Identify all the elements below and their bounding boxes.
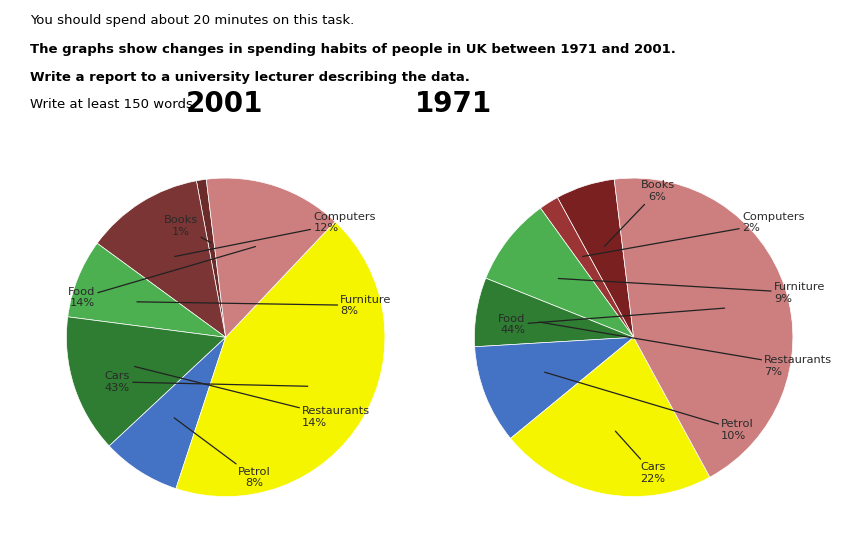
Text: Cars
43%: Cars 43%	[105, 371, 308, 393]
Text: Petrol
10%: Petrol 10%	[544, 372, 754, 441]
Wedge shape	[207, 178, 335, 337]
Wedge shape	[68, 243, 226, 337]
Text: 2001: 2001	[186, 90, 263, 118]
Text: Books
6%: Books 6%	[604, 180, 674, 246]
Text: 1971: 1971	[415, 90, 492, 118]
Wedge shape	[541, 197, 634, 337]
Wedge shape	[475, 278, 634, 347]
Text: Restaurants
7%: Restaurants 7%	[539, 322, 832, 377]
Wedge shape	[615, 178, 792, 477]
Text: Computers
2%: Computers 2%	[582, 212, 805, 257]
Wedge shape	[196, 179, 226, 337]
Text: You should spend about 20 minutes on this task.: You should spend about 20 minutes on thi…	[30, 14, 355, 27]
Wedge shape	[176, 222, 385, 497]
Text: Food
14%: Food 14%	[68, 247, 255, 309]
Wedge shape	[486, 208, 634, 337]
Text: Write at least 150 words: Write at least 150 words	[30, 98, 194, 112]
Text: Food
44%: Food 44%	[498, 308, 725, 335]
Wedge shape	[510, 337, 710, 497]
Wedge shape	[109, 337, 226, 489]
Text: Furniture
9%: Furniture 9%	[558, 279, 825, 304]
Wedge shape	[67, 317, 226, 446]
Text: Computers
12%: Computers 12%	[174, 212, 376, 257]
Text: Books
1%: Books 1%	[164, 215, 211, 243]
Text: Cars
22%: Cars 22%	[615, 431, 666, 483]
Text: Petrol
8%: Petrol 8%	[174, 418, 271, 488]
Wedge shape	[557, 179, 634, 337]
Text: Furniture
8%: Furniture 8%	[137, 295, 391, 316]
Wedge shape	[475, 337, 634, 439]
Text: Restaurants
14%: Restaurants 14%	[135, 367, 371, 428]
Wedge shape	[97, 181, 226, 337]
Text: The graphs show changes in spending habits of people in UK between 1971 and 2001: The graphs show changes in spending habi…	[30, 43, 676, 56]
Text: Write a report to a university lecturer describing the data.: Write a report to a university lecturer …	[30, 71, 470, 84]
